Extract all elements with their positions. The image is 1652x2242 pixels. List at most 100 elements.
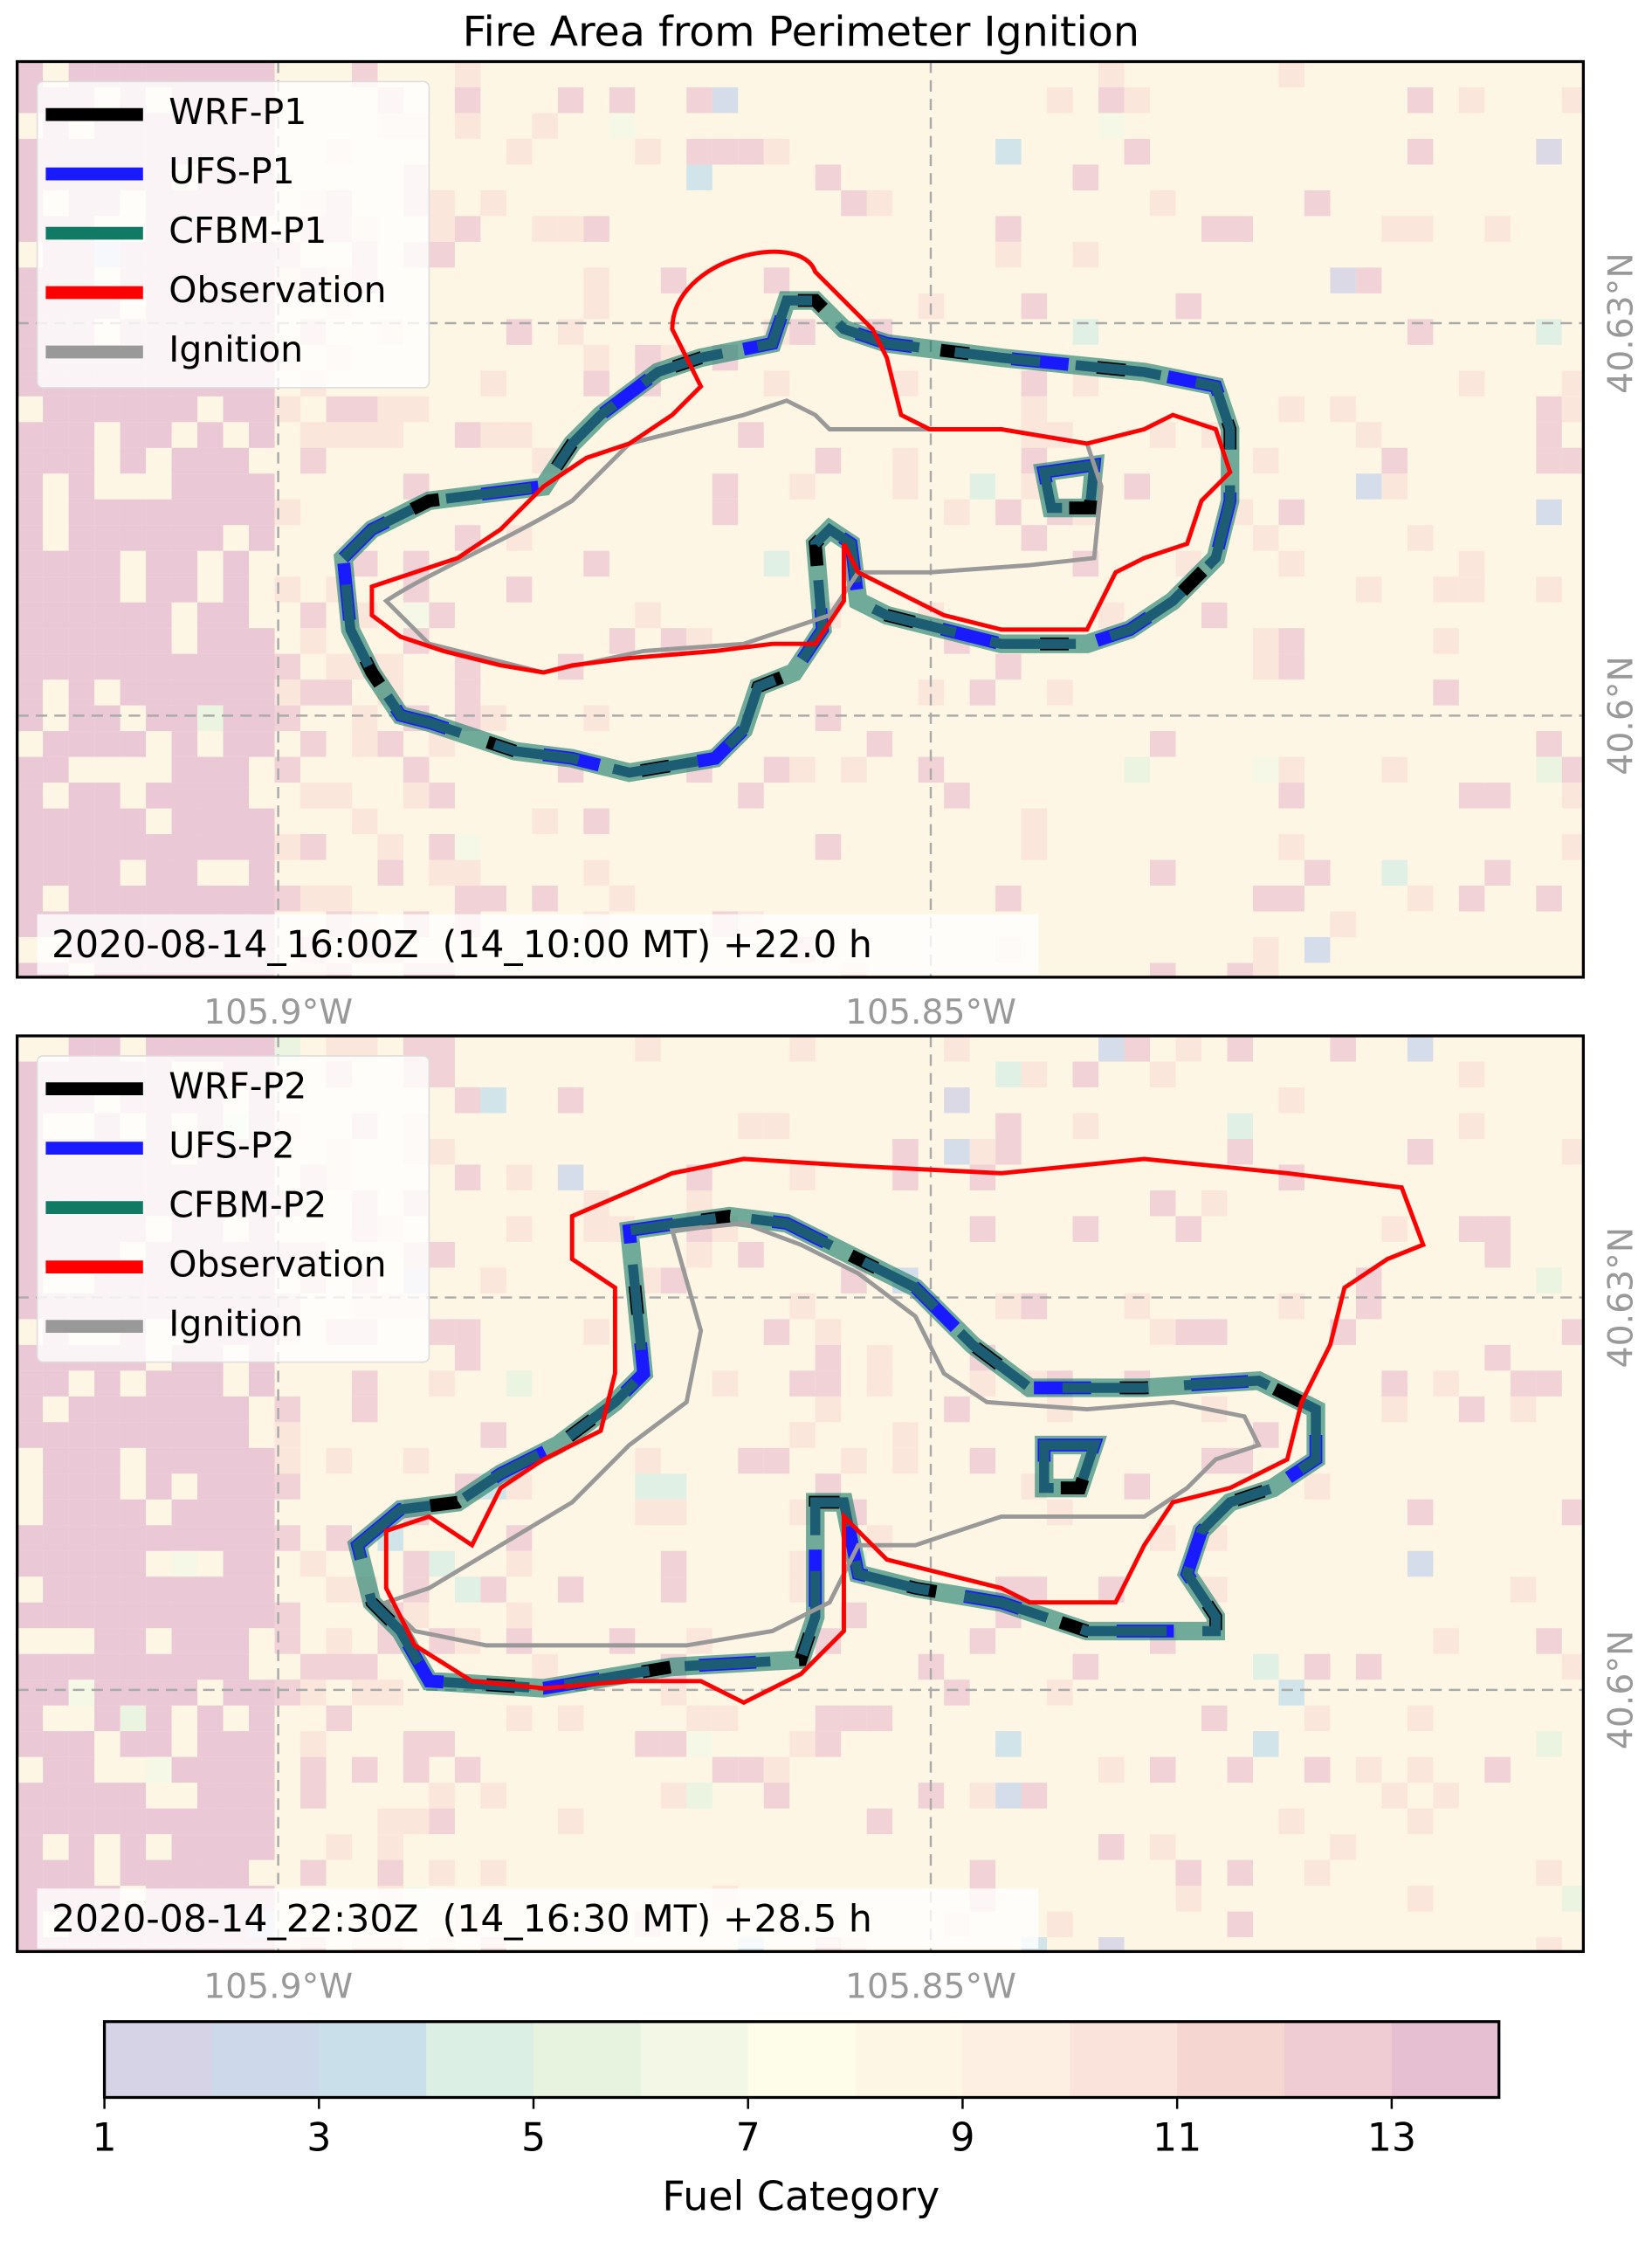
fuel-cell (249, 1525, 275, 1551)
fuel-cell (120, 1653, 147, 1680)
fuel-cell (1330, 911, 1356, 938)
fuel-cell (377, 1834, 403, 1860)
fuel-cell (1124, 756, 1151, 783)
fuel-cell (1381, 1370, 1408, 1397)
fuel-cell (892, 473, 919, 500)
fuel-cell (146, 422, 172, 448)
fuel-cell (377, 422, 403, 448)
fuel-cell (403, 1731, 430, 1757)
fuel-cell (249, 1756, 275, 1783)
fuel-cell (17, 962, 44, 977)
fuel-cell (377, 731, 403, 757)
fuel-cell (1124, 1473, 1151, 1500)
fuel-cell (506, 1216, 533, 1242)
fuel-cell (17, 499, 44, 526)
fuel-cell (1355, 267, 1382, 293)
fuel-cell (1484, 1756, 1511, 1783)
fuel-cell (94, 1525, 120, 1551)
fuel-cell (480, 370, 506, 397)
fuel-cell (94, 602, 120, 629)
fuel-cell (17, 886, 44, 912)
fuel-cell (197, 1653, 224, 1680)
y-tick-label: 40.6°N (1602, 656, 1642, 776)
fuel-cell (68, 1653, 95, 1680)
fuel-cell (377, 1808, 403, 1835)
fuel-cell (712, 1705, 739, 1732)
fuel-cell (300, 447, 327, 474)
fuel-cell (429, 1061, 455, 1088)
fuel-cell (68, 1731, 95, 1757)
fuel-cell (223, 808, 250, 835)
fuel-cell (557, 86, 584, 114)
fuel-cell (1278, 653, 1304, 680)
fuel-cell (1150, 859, 1176, 886)
fuel-cell (1536, 1267, 1562, 1293)
fuel-cell (995, 1783, 1022, 1809)
colorbar-cell (319, 2021, 427, 2098)
fuel-cell (197, 447, 224, 474)
fuel-cell (789, 1422, 816, 1448)
fuel-cell (377, 859, 403, 886)
fuel-cell (326, 1525, 352, 1551)
fuel-cell (249, 679, 275, 706)
fuel-cell (171, 1834, 198, 1860)
fuel-cell (583, 859, 609, 886)
fuel-cell (995, 653, 1022, 680)
fuel-cell (1407, 1138, 1434, 1165)
fuel-cell (43, 808, 69, 835)
fuel-cell (197, 834, 224, 860)
fuel-cell (1381, 447, 1408, 474)
fuel-cell (609, 628, 636, 654)
colorbar-cell (855, 2021, 964, 2098)
fuel-cell (1072, 1216, 1099, 1242)
fuel-cell (146, 1808, 172, 1835)
fuel-cell (1227, 1859, 1253, 1887)
fuel-cell (1381, 216, 1408, 242)
fuel-cell (197, 783, 224, 809)
fuel-cell (1407, 1756, 1434, 1783)
fuel-cell (197, 679, 224, 706)
fuel-cell (1381, 1783, 1408, 1809)
fuel-cell (1381, 756, 1408, 783)
fuel-cell (738, 1756, 764, 1783)
fuel-cell (1407, 1499, 1434, 1526)
fuel-cell (197, 1499, 224, 1526)
fuel-cell (1304, 1653, 1331, 1680)
fuel-cell (480, 1087, 506, 1114)
fuel-cell (583, 267, 609, 293)
fuel-cell (120, 1731, 147, 1757)
fuel-cell (1433, 628, 1459, 654)
fuel-cell (43, 1756, 69, 1783)
fuel-cell (944, 1396, 970, 1423)
fuel-cell (197, 525, 224, 551)
fuel-cell (429, 602, 455, 629)
fuel-cell (1175, 1216, 1201, 1242)
fuel-cell (1252, 1653, 1279, 1680)
fuel-cell (1150, 1190, 1176, 1217)
fuel-cell (68, 422, 95, 448)
fuel-cell (94, 1628, 120, 1654)
fuel-cell (68, 1525, 95, 1551)
fuel-cell (223, 473, 250, 500)
fuel-cell (1304, 1859, 1331, 1887)
fuel-cell (249, 1447, 275, 1474)
fuel-cell (223, 1756, 250, 1783)
fuel-cell (120, 1834, 147, 1860)
legend-label: CFBM-P1 (169, 210, 327, 252)
fuel-cell (763, 1447, 790, 1474)
fuel-cell (120, 499, 147, 526)
fuel-cell (171, 525, 198, 551)
fuel-cell (249, 1731, 275, 1757)
fuel-cell (1561, 834, 1584, 860)
fuel-cell (738, 138, 764, 165)
fuel-cell (1536, 422, 1562, 448)
colorbar-frame (102, 2020, 1501, 2100)
legend-label: WRF-P1 (169, 91, 306, 133)
fuel-cell (120, 1680, 147, 1706)
fuel-cell (146, 1680, 172, 1706)
fuel-cell (686, 164, 712, 190)
fuel-cell (249, 1783, 275, 1809)
fuel-cell (223, 731, 250, 757)
fuel-cell (146, 834, 172, 860)
fuel-cell (120, 602, 147, 629)
